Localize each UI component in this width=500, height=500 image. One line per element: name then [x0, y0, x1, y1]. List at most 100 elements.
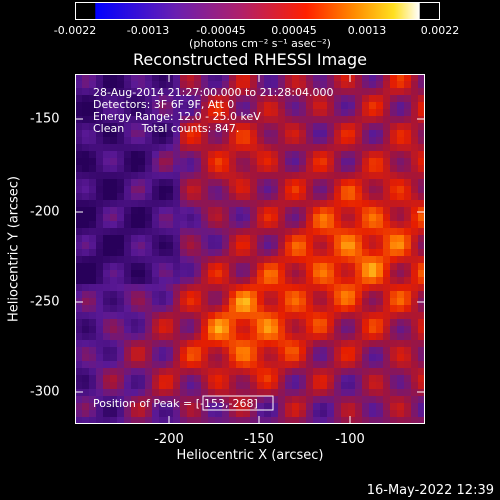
heatmap-cell	[89, 403, 97, 411]
heatmap-cell	[166, 130, 174, 138]
heatmap-cell	[376, 151, 384, 159]
heatmap-cell	[159, 172, 167, 180]
heatmap-cell	[285, 123, 293, 131]
heatmap-cell	[404, 396, 412, 404]
heatmap-cell	[306, 144, 314, 152]
heatmap-cell	[278, 221, 286, 229]
heatmap-cell	[250, 221, 258, 229]
heatmap-cell	[285, 74, 293, 82]
heatmap-cell	[89, 312, 97, 320]
heatmap-cell	[278, 354, 286, 362]
heatmap-cell	[124, 284, 132, 292]
heatmap-cell	[173, 396, 181, 404]
heatmap-cell	[383, 109, 391, 117]
heatmap-cell	[187, 284, 195, 292]
heatmap-cell	[285, 179, 293, 187]
heatmap-cell	[222, 137, 230, 145]
heatmap-cell	[110, 270, 118, 278]
heatmap-cell	[215, 249, 223, 257]
heatmap-cell	[334, 312, 342, 320]
heatmap-cell	[362, 312, 370, 320]
heatmap-cell	[201, 116, 209, 124]
colorbar-tick-label: -0.0022	[53, 24, 97, 37]
heatmap-cell	[306, 151, 314, 159]
heatmap-cell	[124, 165, 132, 173]
heatmap-cell	[383, 389, 391, 397]
heatmap-cell	[82, 137, 90, 145]
heatmap-cell	[103, 368, 111, 376]
heatmap-cell	[383, 165, 391, 173]
heatmap-cell	[110, 375, 118, 383]
heatmap-cell	[82, 88, 90, 96]
heatmap-cell	[166, 214, 174, 222]
heatmap-cell	[89, 81, 97, 89]
heatmap-cell	[271, 235, 279, 243]
heatmap-cell	[180, 389, 188, 397]
heatmap-cell	[306, 95, 314, 103]
heatmap-cell	[285, 200, 293, 208]
heatmap-cell	[117, 249, 125, 257]
heatmap-cell	[397, 368, 405, 376]
heatmap-cell	[75, 214, 83, 222]
heatmap-cell	[159, 130, 167, 138]
heatmap-cell	[110, 340, 118, 348]
heatmap-cell	[376, 326, 384, 334]
heatmap-cell	[320, 116, 328, 124]
heatmap-cell	[271, 347, 279, 355]
colorbar-tick-label: 0.00045	[271, 24, 317, 37]
heatmap-cell	[418, 214, 425, 222]
heatmap-cell	[124, 74, 132, 82]
heatmap-cell	[236, 179, 244, 187]
heatmap-cell	[362, 249, 370, 257]
heatmap-cell	[334, 375, 342, 383]
heatmap-cell	[320, 151, 328, 159]
heatmap-cell	[243, 102, 251, 110]
heatmap-cell	[96, 417, 104, 424]
heatmap-cell	[138, 319, 146, 327]
heatmap-cell	[383, 403, 391, 411]
heatmap-cell	[390, 242, 398, 250]
heatmap-cell	[124, 277, 132, 285]
heatmap-cell	[369, 361, 377, 369]
heatmap-cell	[292, 396, 300, 404]
heatmap-cell	[397, 242, 405, 250]
heatmap-cell	[369, 193, 377, 201]
heatmap-cell	[173, 193, 181, 201]
heatmap-cell	[201, 102, 209, 110]
heatmap-cell	[124, 312, 132, 320]
heatmap-cell	[313, 389, 321, 397]
heatmap-cell	[82, 263, 90, 271]
heatmap-cell	[89, 186, 97, 194]
heatmap-cell	[418, 235, 425, 243]
heatmap-cell	[96, 102, 104, 110]
heatmap-cell	[208, 95, 216, 103]
heatmap-cell	[341, 326, 349, 334]
heatmap-cell	[208, 270, 216, 278]
heatmap-cell	[292, 263, 300, 271]
heatmap-cell	[397, 410, 405, 418]
heatmap-cell	[166, 417, 174, 424]
heatmap-cell	[404, 256, 412, 264]
heatmap-cell	[397, 207, 405, 215]
heatmap-cell	[285, 95, 293, 103]
heatmap-cell	[411, 144, 419, 152]
heatmap-cell	[334, 207, 342, 215]
heatmap-cell	[243, 403, 251, 411]
heatmap-cell	[173, 319, 181, 327]
heatmap-cell	[348, 326, 356, 334]
heatmap-cell	[299, 249, 307, 257]
heatmap-cell	[166, 186, 174, 194]
heatmap-cell	[369, 123, 377, 131]
heatmap-cell	[292, 193, 300, 201]
heatmap-cell	[411, 81, 419, 89]
heatmap-cell	[264, 312, 272, 320]
heatmap-cell	[110, 354, 118, 362]
heatmap-cell	[341, 116, 349, 124]
heatmap-cell	[257, 312, 265, 320]
heatmap-cell	[320, 109, 328, 117]
heatmap-cell	[341, 193, 349, 201]
heatmap-cell	[110, 165, 118, 173]
heatmap-cell	[236, 123, 244, 131]
heatmap-cell	[145, 81, 153, 89]
heatmap-cell	[131, 396, 139, 404]
